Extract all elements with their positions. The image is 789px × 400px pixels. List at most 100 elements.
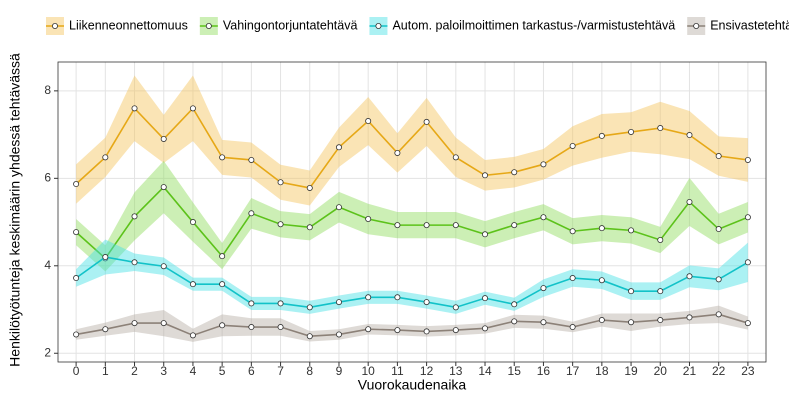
- legend-key-point: [52, 22, 59, 29]
- legend-key-point: [693, 22, 700, 29]
- point: [131, 213, 138, 220]
- point: [482, 325, 489, 332]
- point: [686, 273, 693, 280]
- point: [306, 304, 313, 311]
- point: [277, 179, 284, 186]
- point: [189, 105, 196, 112]
- point: [482, 172, 489, 179]
- point: [686, 314, 693, 321]
- point: [394, 149, 401, 156]
- point: [744, 214, 751, 221]
- point: [540, 285, 547, 292]
- point: [686, 132, 693, 139]
- point: [657, 125, 664, 132]
- point: [160, 320, 167, 327]
- point: [423, 328, 430, 335]
- line: [75, 107, 748, 189]
- point: [189, 219, 196, 226]
- y-tick-label: 8: [44, 83, 51, 97]
- point: [744, 156, 751, 163]
- point: [540, 214, 547, 221]
- point: [744, 259, 751, 266]
- point: [452, 327, 459, 334]
- point: [744, 320, 751, 327]
- point: [511, 222, 518, 229]
- point: [365, 294, 372, 301]
- point: [365, 118, 372, 125]
- x-tick-label: 2: [131, 364, 138, 378]
- point: [394, 222, 401, 229]
- point: [248, 156, 255, 163]
- point: [160, 263, 167, 270]
- point: [598, 225, 605, 232]
- point: [102, 154, 109, 161]
- point: [423, 299, 430, 306]
- x-tick-label: 5: [219, 364, 226, 378]
- x-tick-label: 12: [420, 364, 434, 378]
- point: [189, 281, 196, 288]
- legend-label: Liikenneonnettomuus: [69, 18, 188, 32]
- point: [219, 253, 226, 260]
- x-tick-label: 21: [683, 364, 697, 378]
- point: [73, 331, 80, 338]
- point: [452, 304, 459, 311]
- point: [306, 224, 313, 231]
- x-tick-label: 7: [277, 364, 284, 378]
- point: [219, 281, 226, 288]
- point: [686, 198, 693, 205]
- point: [394, 294, 401, 301]
- x-tick-label: 10: [362, 364, 376, 378]
- x-axis-title: Vuorokaudenaika: [358, 377, 467, 393]
- line: [75, 185, 749, 260]
- point: [598, 277, 605, 284]
- x-tick-label: 15: [508, 364, 522, 378]
- point: [335, 204, 342, 211]
- point: [511, 301, 518, 308]
- x-tick-label: 23: [741, 364, 755, 378]
- plot-panel: [58, 62, 766, 362]
- point: [365, 215, 372, 222]
- point: [657, 317, 664, 324]
- point: [598, 317, 605, 324]
- point: [219, 154, 226, 161]
- x-tick-label: 4: [190, 364, 197, 378]
- point: [540, 161, 547, 168]
- point: [335, 144, 342, 151]
- x-tick-label: 18: [595, 364, 609, 378]
- point: [131, 105, 138, 112]
- confidence-band: [76, 305, 748, 342]
- point: [277, 221, 284, 228]
- point: [335, 299, 342, 306]
- x-tick-label: 11: [391, 364, 404, 378]
- y-tick-label: 6: [44, 170, 51, 184]
- point: [423, 222, 430, 229]
- line: [75, 313, 749, 338]
- x-tick-label: 1: [102, 364, 109, 378]
- x-tick-label: 17: [566, 364, 580, 378]
- point: [423, 118, 430, 125]
- point: [394, 327, 401, 334]
- point: [715, 153, 722, 160]
- point: [657, 236, 664, 243]
- point: [511, 318, 518, 325]
- y-tick-label: 4: [44, 258, 51, 272]
- point: [131, 259, 138, 266]
- point: [628, 319, 635, 326]
- point: [189, 332, 196, 339]
- point: [73, 181, 80, 188]
- legend-key-point: [205, 22, 212, 29]
- point: [102, 326, 109, 333]
- point: [452, 154, 459, 161]
- point: [160, 184, 167, 191]
- x-tick-label: 9: [336, 364, 343, 378]
- x-tick-label: 6: [248, 364, 255, 378]
- point: [569, 324, 576, 331]
- point: [335, 331, 342, 338]
- confidence-band: [76, 239, 748, 314]
- point: [715, 311, 722, 318]
- point: [248, 324, 255, 331]
- point: [306, 184, 313, 191]
- x-tick-label: 20: [654, 364, 668, 378]
